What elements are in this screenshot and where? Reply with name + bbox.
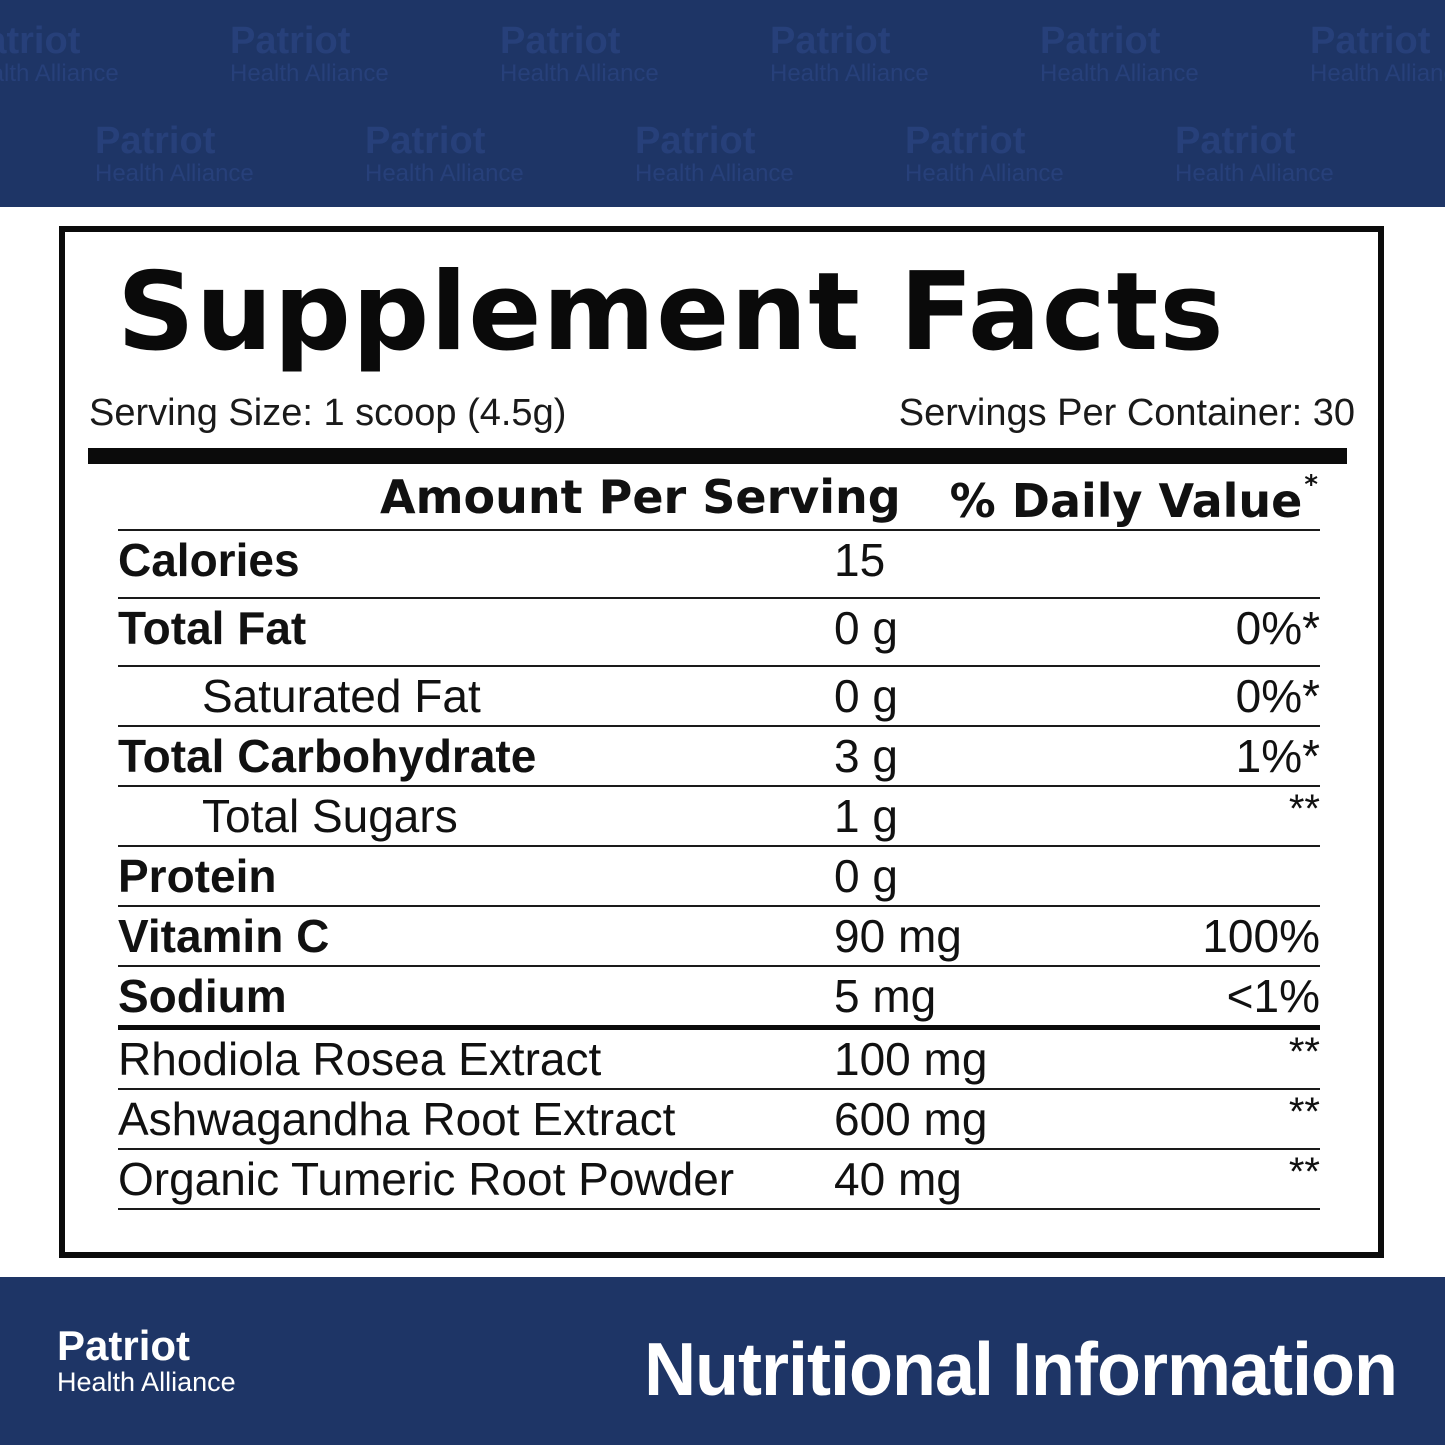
- row-amount: 1 g: [834, 790, 898, 842]
- facts-table: Calories 15 Total Fat 0 g 0%* Saturated …: [118, 529, 1320, 1210]
- row-name: Ashwagandha Root Extract: [118, 1093, 676, 1145]
- table-row: Total Carbohydrate 3 g 1%*: [118, 725, 1320, 785]
- serving-size: Serving Size: 1 scoop (4.5g): [89, 392, 567, 434]
- table-row: Protein 0 g: [118, 845, 1320, 905]
- footer-title: Nutritional Information: [644, 1328, 1398, 1412]
- row-amount: 15: [834, 534, 886, 586]
- row-name: Organic Tumeric Root Powder: [118, 1153, 735, 1205]
- row-name: Sodium: [118, 970, 287, 1022]
- row-name: Rhodiola Rosea Extract: [118, 1033, 602, 1085]
- table-row: Total Sugars 1 g **: [118, 785, 1320, 845]
- row-amount: 0 g: [834, 602, 898, 654]
- table-row: Rhodiola Rosea Extract 100 mg **: [118, 1025, 1320, 1088]
- row-daily-value: **: [1288, 1030, 1320, 1074]
- row-amount: 40 mg: [834, 1153, 962, 1205]
- row-daily-value: 100%: [1202, 910, 1320, 962]
- row-name: Total Sugars: [202, 790, 458, 842]
- row-name: Total Fat: [118, 602, 307, 654]
- row-name: Protein: [118, 850, 277, 902]
- header-daily-value-mark: *: [1304, 470, 1318, 500]
- row-amount: 90 mg: [834, 910, 962, 962]
- row-daily-value: 0%*: [1235, 602, 1320, 654]
- row-daily-value: **: [1288, 787, 1320, 831]
- row-amount: 100 mg: [834, 1033, 988, 1085]
- row-daily-value: 1%*: [1235, 730, 1320, 782]
- facts-title: Supplement Facts: [117, 250, 1225, 375]
- row-amount: 600 mg: [834, 1093, 988, 1145]
- row-name: Vitamin C: [118, 910, 330, 962]
- table-row: Organic Tumeric Root Powder 40 mg **: [118, 1148, 1320, 1210]
- row-name: Saturated Fat: [202, 670, 481, 722]
- row-name: Total Carbohydrate: [118, 730, 537, 782]
- row-daily-value: 0%*: [1235, 670, 1320, 722]
- row-daily-value: <1%: [1226, 970, 1320, 1022]
- logo-tagline: Health Alliance: [57, 1367, 236, 1397]
- header-daily-value: % Daily Value*: [950, 470, 1318, 528]
- header-daily-value-label: % Daily Value: [949, 474, 1303, 528]
- table-row: Calories 15: [118, 529, 1320, 597]
- supplement-facts-panel: Supplement Facts Serving Size: 1 scoop (…: [59, 226, 1384, 1258]
- row-name: Calories: [118, 534, 300, 586]
- table-row: Total Fat 0 g 0%*: [118, 597, 1320, 665]
- table-row: Ashwagandha Root Extract 600 mg **: [118, 1088, 1320, 1148]
- thick-divider: [88, 448, 1347, 464]
- header-amount-per-serving: Amount Per Serving: [380, 470, 901, 524]
- row-amount: 5 mg: [834, 970, 937, 1022]
- table-row: Saturated Fat 0 g 0%*: [118, 665, 1320, 725]
- row-daily-value: **: [1288, 1090, 1320, 1134]
- bottom-banner: Patriot Health Alliance Nutritional Info…: [0, 1277, 1445, 1445]
- row-amount: 0 g: [834, 850, 898, 902]
- logo-brand: Patriot: [57, 1322, 191, 1369]
- row-amount: 3 g: [834, 730, 898, 782]
- table-row: Sodium 5 mg <1%: [118, 965, 1320, 1025]
- table-row: Vitamin C 90 mg 100%: [118, 905, 1320, 965]
- row-daily-value: **: [1288, 1150, 1320, 1194]
- servings-per-container: Servings Per Container: 30: [898, 392, 1355, 434]
- brand-logo: Patriot Health Alliance: [57, 1325, 236, 1396]
- row-amount: 0 g: [834, 670, 898, 722]
